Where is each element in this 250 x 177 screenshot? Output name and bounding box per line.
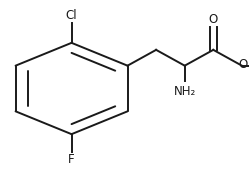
- Text: F: F: [68, 153, 75, 166]
- Text: NH₂: NH₂: [174, 85, 196, 98]
- Text: Cl: Cl: [66, 9, 77, 22]
- Text: O: O: [209, 13, 218, 26]
- Text: O: O: [238, 58, 248, 71]
